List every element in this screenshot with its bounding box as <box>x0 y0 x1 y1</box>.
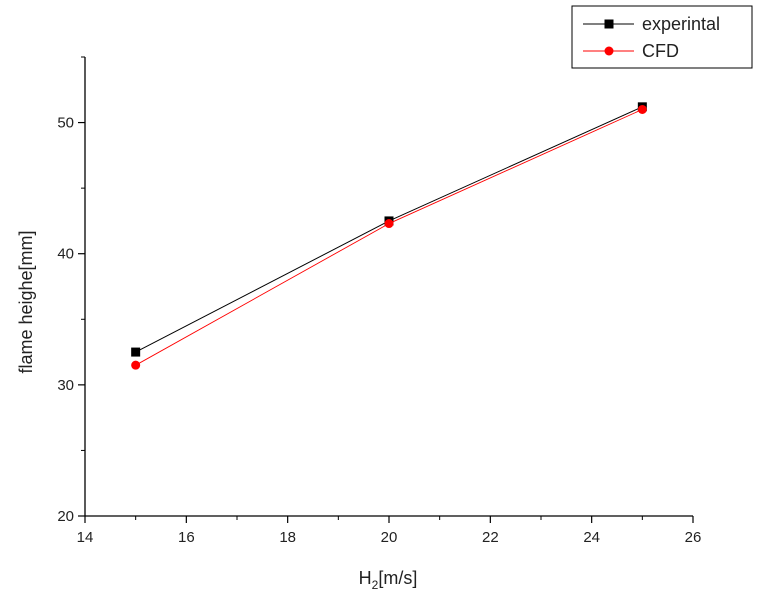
y-tick-label: 50 <box>57 115 74 132</box>
data-point-experintal <box>131 347 141 357</box>
chart-ticks: 14 16 18 20 22 24 26 20 30 40 50 <box>57 56 702 546</box>
chart-axes <box>84 57 693 517</box>
data-point-CFD <box>384 219 394 229</box>
legend-label-CFD: CFD <box>642 41 679 61</box>
chart-series <box>131 102 647 370</box>
x-axis-label: H2[m/s] <box>359 568 418 592</box>
data-point-CFD <box>131 360 141 370</box>
legend-label-experintal: experintal <box>642 14 720 34</box>
x-tick-label: 26 <box>685 529 702 546</box>
legend-marker-experintal <box>604 19 614 29</box>
x-axis-label-main: H <box>359 568 372 588</box>
series-line-CFD <box>135 109 643 366</box>
x-tick-label: 16 <box>178 529 195 546</box>
y-axis-label: flame heighe[mm] <box>16 230 36 373</box>
legend-marker-CFD <box>604 46 614 56</box>
x-tick-label: 20 <box>381 529 398 546</box>
y-tick-label: 20 <box>57 508 74 525</box>
y-tick-label: 30 <box>57 377 74 394</box>
x-tick-label: 14 <box>77 529 94 546</box>
x-tick-label: 24 <box>583 529 600 546</box>
x-tick-label: 22 <box>482 529 499 546</box>
x-axis-label-unit: [m/s] <box>378 568 417 588</box>
x-axis-label-subscript: 2 <box>372 578 379 592</box>
legend-box <box>571 5 753 69</box>
x-tick-label: 18 <box>279 529 296 546</box>
legend: experintal CFD <box>571 5 753 69</box>
data-point-CFD <box>637 104 647 114</box>
y-tick-label: 40 <box>57 246 74 263</box>
